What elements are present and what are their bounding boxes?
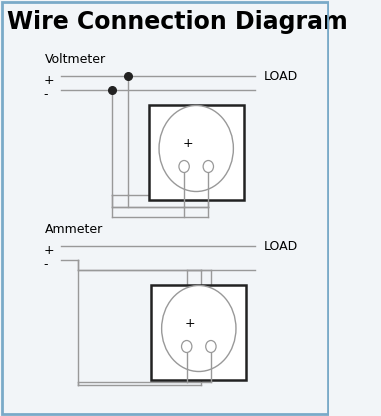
Circle shape: [206, 341, 216, 352]
Text: +: +: [182, 137, 193, 150]
Circle shape: [159, 106, 234, 191]
Text: -: -: [43, 88, 48, 101]
Circle shape: [181, 341, 192, 352]
Bar: [151, 285, 247, 380]
Text: +: +: [43, 74, 54, 87]
Text: Ammeter: Ammeter: [45, 223, 103, 236]
Circle shape: [179, 161, 189, 173]
Circle shape: [162, 285, 236, 371]
Bar: [149, 105, 244, 200]
Text: Wire Connection Diagram: Wire Connection Diagram: [7, 10, 348, 34]
Text: +: +: [185, 317, 195, 330]
Text: LOAD: LOAD: [264, 240, 298, 253]
Text: -: -: [43, 258, 48, 271]
Circle shape: [203, 161, 213, 173]
Text: LOAD: LOAD: [264, 70, 298, 83]
Text: +: +: [43, 244, 54, 257]
Text: Voltmeter: Voltmeter: [45, 53, 106, 66]
